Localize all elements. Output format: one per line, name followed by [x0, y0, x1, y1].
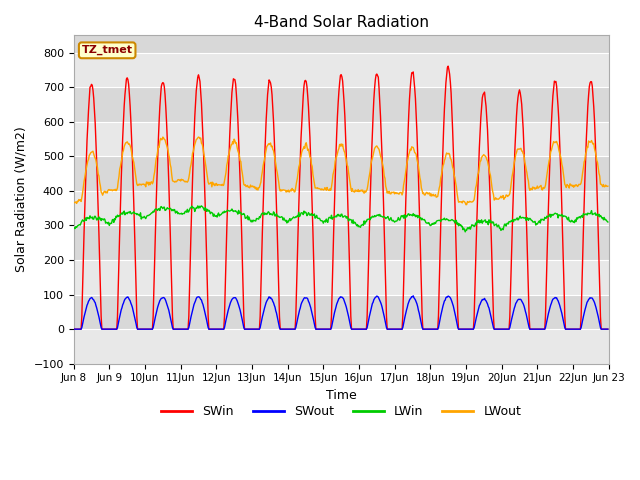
Bar	[74, 260, 609, 295]
Y-axis label: Solar Radiation (W/m2): Solar Radiation (W/m2)	[15, 127, 28, 273]
Text: TZ_tmet: TZ_tmet	[82, 45, 132, 56]
Legend: SWin, SWout, LWin, LWout: SWin, SWout, LWin, LWout	[156, 400, 526, 423]
Bar	[74, 122, 609, 156]
Bar	[74, 191, 609, 226]
X-axis label: Time: Time	[326, 389, 356, 402]
Title: 4-Band Solar Radiation: 4-Band Solar Radiation	[253, 15, 429, 30]
Bar	[74, 329, 609, 364]
Bar	[74, 53, 609, 87]
